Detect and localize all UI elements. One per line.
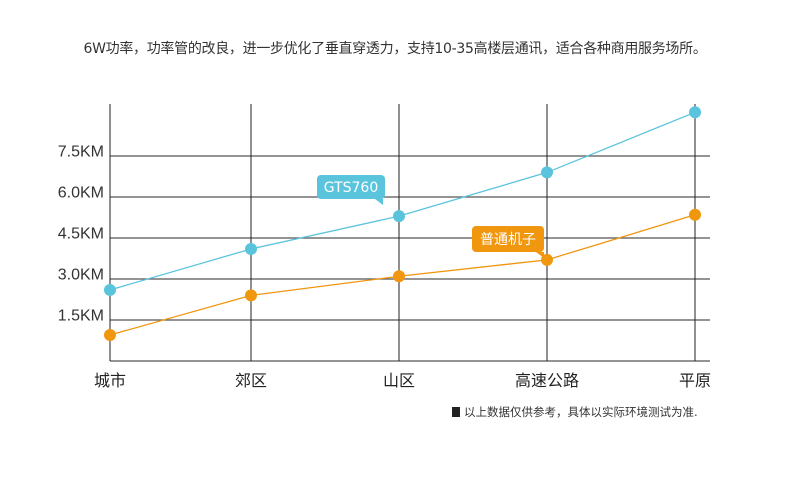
x-tick-label: 城市 (94, 371, 126, 390)
y-tick-label: 6.0KM (58, 185, 104, 202)
disclaimer-text: 以上数据仅供参考，具体以实际环境测试为准. (464, 405, 698, 419)
series-label-bubble (472, 226, 544, 252)
data-point (541, 166, 553, 179)
y-tick-label: 7.5KM (58, 144, 104, 161)
data-point (104, 283, 116, 296)
square-bullet-icon (452, 407, 460, 417)
y-tick-label: 1.5KM (58, 308, 104, 325)
y-tick-label: 3.0KM (58, 267, 104, 284)
x-tick-label: 郊区 (235, 371, 267, 390)
x-tick-label: 山区 (383, 371, 415, 390)
data-point (245, 289, 257, 302)
series-line (109, 111, 696, 291)
disclaimer-note: 以上数据仅供参考，具体以实际环境测试为准. (452, 404, 698, 420)
series-label-gts760: GTS760 (324, 180, 379, 196)
data-point (104, 329, 116, 342)
data-point (393, 270, 405, 283)
headline: 6W功率，功率管的改良，进一步优化了垂直穿透力，支持10-35高楼层通讯，适合各… (83, 41, 707, 57)
series-label-ordinary: 普通机子 (480, 232, 536, 248)
data-point (689, 208, 701, 221)
y-tick-label: 4.5KM (58, 226, 104, 243)
data-point (393, 210, 405, 223)
x-tick-label: 高速公路 (515, 371, 579, 390)
data-point (245, 242, 257, 255)
x-tick-label: 平原 (679, 371, 711, 390)
bubble-tail (536, 252, 544, 258)
data-point (689, 106, 701, 119)
series-label-bubble (317, 175, 385, 199)
bubble-tail (375, 199, 383, 205)
